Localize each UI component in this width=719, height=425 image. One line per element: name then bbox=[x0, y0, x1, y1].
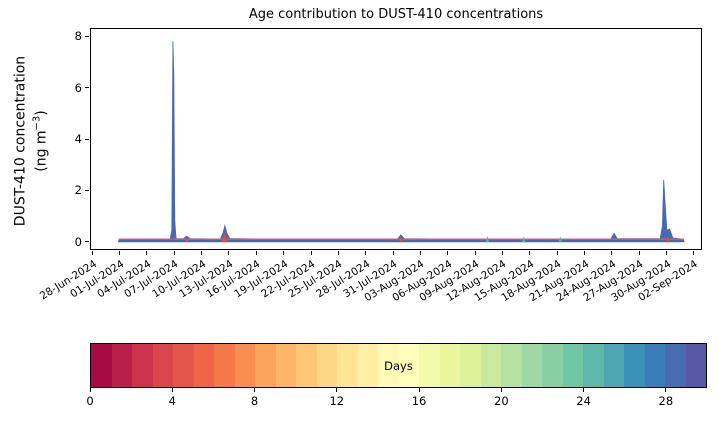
x-tick-mark bbox=[228, 251, 230, 255]
series-aged-dust-~28-30-days bbox=[117, 41, 685, 243]
series-fresh-dust-~0-5-days bbox=[665, 235, 670, 243]
y-tick-mark bbox=[85, 189, 89, 191]
x-tick-mark bbox=[91, 251, 93, 255]
colorbar-tick-mark bbox=[583, 388, 585, 392]
colorbar-segment bbox=[480, 344, 501, 387]
colorbar-segment bbox=[398, 344, 419, 387]
colorbar-segment bbox=[542, 344, 563, 387]
y-tick-label: 4 bbox=[74, 132, 82, 147]
x-tick-mark bbox=[501, 251, 503, 255]
colorbar-segment bbox=[234, 344, 255, 387]
colorbar-segment bbox=[132, 344, 153, 387]
colorbar-segment bbox=[193, 344, 214, 387]
colorbar-segment bbox=[419, 344, 440, 387]
colorbar-tick-mark bbox=[254, 388, 256, 392]
y-tick-mark bbox=[85, 87, 89, 89]
x-tick-mark bbox=[337, 251, 339, 255]
colorbar bbox=[90, 343, 707, 388]
x-tick-mark bbox=[201, 251, 203, 255]
colorbar-tick-label: 12 bbox=[329, 394, 345, 408]
x-tick-mark bbox=[638, 251, 640, 255]
x-tick-mark bbox=[365, 251, 367, 255]
colorbar-segment bbox=[357, 344, 378, 387]
colorbar-tick-mark bbox=[500, 388, 502, 392]
x-tick-mark bbox=[611, 251, 613, 255]
colorbar-segment bbox=[337, 344, 358, 387]
y-axis-unit-exponent: −3 bbox=[31, 115, 43, 131]
colorbar-segment bbox=[583, 344, 604, 387]
colorbar-tick-label: 16 bbox=[411, 394, 427, 408]
series-fresh-dust-~0-5-days bbox=[221, 232, 229, 243]
series-mid-age-dust-~20-25-days bbox=[558, 236, 563, 243]
x-tick-mark bbox=[283, 251, 285, 255]
colorbar-segment bbox=[255, 344, 276, 387]
series-fresh-dust-~0-5-days bbox=[184, 238, 189, 243]
series-mid-age-dust-~20-25-days bbox=[485, 236, 490, 243]
colorbar-segment bbox=[111, 344, 132, 387]
colorbar-segment bbox=[521, 344, 542, 387]
colorbar-segment bbox=[562, 344, 583, 387]
colorbar-tick-label: 0 bbox=[86, 394, 94, 408]
series-mid-age-dust-~20-25-days bbox=[521, 236, 526, 243]
colorbar-tick-mark bbox=[171, 388, 173, 392]
colorbar-segment bbox=[624, 344, 645, 387]
y-tick-mark bbox=[85, 241, 89, 243]
x-tick-mark bbox=[119, 251, 121, 255]
y-tick-mark bbox=[85, 138, 89, 140]
plot-area bbox=[90, 28, 702, 250]
colorbar-tick-mark bbox=[418, 388, 420, 392]
colorbar-tick-mark bbox=[89, 388, 91, 392]
x-tick-mark bbox=[310, 251, 312, 255]
y-tick-label: 0 bbox=[74, 234, 82, 249]
series-fresh-dust-~0-5-days bbox=[398, 238, 404, 243]
colorbar-segment bbox=[214, 344, 235, 387]
y-tick-label: 8 bbox=[74, 29, 82, 44]
x-tick-mark bbox=[146, 251, 148, 255]
colorbar-tick-label: 4 bbox=[168, 394, 176, 408]
colorbar-segment bbox=[644, 344, 665, 387]
x-tick-mark bbox=[255, 251, 257, 255]
y-axis-label-line1: DUST-410 concentration bbox=[12, 55, 29, 227]
x-tick-mark bbox=[447, 251, 449, 255]
x-tick-mark bbox=[173, 251, 175, 255]
x-tick-mark bbox=[392, 251, 394, 255]
colorbar-tick-label: 8 bbox=[250, 394, 259, 408]
colorbar-tick-mark bbox=[665, 388, 667, 392]
colorbar-segment bbox=[439, 344, 460, 387]
x-tick-mark bbox=[693, 251, 695, 255]
colorbar-segment bbox=[665, 344, 686, 387]
colorbar-tick-mark bbox=[336, 388, 338, 392]
chart-title: Age contribution to DUST-410 concentrati… bbox=[248, 7, 544, 22]
colorbar-segment bbox=[685, 344, 706, 387]
colorbar-segment bbox=[296, 344, 317, 387]
colorbar-tick-label: 28 bbox=[658, 394, 674, 408]
y-tick-label: 2 bbox=[74, 183, 82, 198]
colorbar-segment bbox=[275, 344, 296, 387]
y-axis-label: DUST-410 concentration (ng m−3) bbox=[11, 56, 50, 226]
y-axis-unit: (ng m−3) bbox=[31, 110, 49, 172]
colorbar-segment bbox=[603, 344, 624, 387]
colorbar-segment bbox=[91, 344, 112, 387]
colorbar-segment bbox=[501, 344, 522, 387]
x-tick-mark bbox=[665, 251, 667, 255]
x-tick-mark bbox=[419, 251, 421, 255]
colorbar-segment bbox=[173, 344, 194, 387]
x-tick-mark bbox=[583, 251, 585, 255]
x-tick-mark bbox=[474, 251, 476, 255]
colorbar-segment bbox=[316, 344, 337, 387]
colorbar-segment bbox=[152, 344, 173, 387]
colorbar-segment bbox=[378, 344, 399, 387]
colorbar-tick-label: 24 bbox=[576, 394, 591, 408]
y-tick-mark bbox=[85, 35, 89, 37]
colorbar-segment bbox=[460, 344, 481, 387]
colorbar-tick-label: 20 bbox=[494, 394, 509, 408]
axes-spine bbox=[90, 28, 702, 250]
x-tick-mark bbox=[556, 251, 558, 255]
y-tick-label: 6 bbox=[74, 80, 82, 95]
x-tick-mark bbox=[529, 251, 531, 255]
